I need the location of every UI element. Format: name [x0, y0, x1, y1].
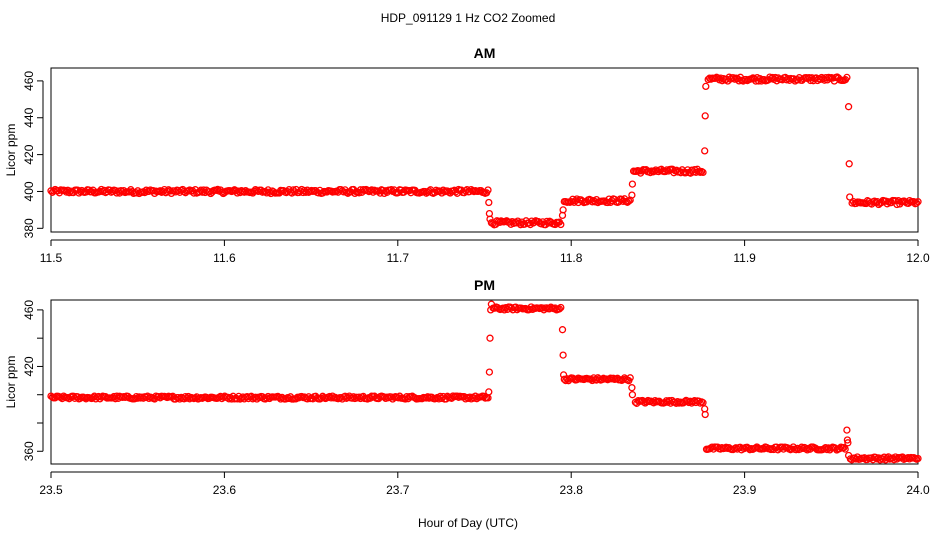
data-point — [696, 399, 704, 407]
y-tick-label: 440 — [22, 107, 36, 127]
data-point — [555, 305, 564, 313]
x-tick-label: 23.6 — [213, 483, 237, 497]
data-point — [846, 193, 854, 201]
data-point — [912, 199, 921, 207]
y-tick-label: 460 — [22, 71, 36, 91]
data-point — [914, 454, 922, 463]
data-point — [557, 220, 565, 229]
data-point — [701, 147, 709, 155]
y-tick-label: 420 — [22, 144, 36, 164]
data-point — [841, 445, 849, 453]
x-tick-label: 11.9 — [733, 251, 756, 265]
plot-frame — [50, 67, 919, 233]
data-point — [559, 371, 568, 379]
figure-suptitle: HDP_091129 1 Hz CO2 Zoomed — [381, 11, 556, 25]
data-point — [486, 215, 494, 223]
data-points — [47, 73, 922, 229]
panel-title: AM — [474, 45, 496, 61]
data-point — [626, 374, 634, 382]
data-point — [625, 197, 633, 205]
data-point — [559, 351, 567, 359]
data-point — [845, 160, 853, 168]
data-point — [844, 451, 853, 460]
data-point — [484, 186, 492, 194]
x-tick-label: 11.6 — [213, 251, 236, 265]
y-tick-label: 400 — [22, 181, 36, 201]
data-point — [485, 368, 494, 376]
data-point — [701, 410, 709, 419]
x-tick-label: 12.0 — [906, 251, 930, 265]
data-point — [485, 388, 493, 396]
data-point — [557, 303, 565, 312]
data-point — [798, 443, 806, 451]
y-tick-label: 380 — [22, 218, 36, 238]
data-point — [843, 426, 851, 434]
data-point — [840, 444, 848, 452]
am-panel: AM Licor ppm 11.5 11.6 11.7 11.8 11.9 12.0 380 40… — [4, 45, 930, 265]
y-tick-label: 420 — [22, 356, 36, 376]
y-axis-label: Licor ppm — [4, 124, 18, 177]
data-point — [604, 198, 612, 207]
data-point — [843, 73, 851, 82]
x-tick-label: 11.5 — [40, 251, 63, 265]
y-tick-label: 460 — [22, 300, 36, 320]
data-point — [844, 439, 852, 447]
x-axis-label: Hour of Day (UTC) — [418, 516, 518, 530]
y-axis-label: Licor ppm — [4, 356, 18, 409]
x-tick-label: 11.8 — [560, 251, 583, 265]
x-tick-label: 24.0 — [906, 483, 930, 497]
x-tick-label: 11.7 — [387, 251, 410, 265]
data-point — [825, 73, 833, 82]
data-point — [487, 300, 496, 308]
data-point — [559, 206, 567, 214]
data-point — [486, 334, 494, 342]
data-point — [485, 198, 493, 207]
data-point — [701, 112, 709, 120]
data-point — [628, 384, 636, 392]
data-point — [699, 168, 707, 177]
data-point — [432, 186, 440, 194]
data-points — [47, 300, 922, 464]
x-tick-label: 23.5 — [39, 483, 63, 497]
data-point — [729, 74, 738, 82]
data-point — [558, 326, 567, 334]
pm-panel: PM Licor ppm 23.5 23.6 23.7 23.8 23.9 24.0 360 42… — [4, 277, 930, 497]
panel-title: PM — [474, 277, 495, 293]
data-point — [628, 191, 636, 199]
data-point — [628, 180, 637, 188]
data-point — [844, 103, 853, 111]
data-point — [702, 82, 710, 91]
data-point — [628, 391, 637, 399]
x-tick-label: 23.7 — [386, 483, 410, 497]
data-point — [914, 198, 922, 206]
x-tick-label: 23.8 — [560, 483, 584, 497]
y-tick-label: 360 — [22, 441, 36, 461]
data-point — [843, 436, 852, 444]
plot-frame — [50, 299, 919, 465]
x-tick-label: 23.9 — [733, 483, 757, 497]
